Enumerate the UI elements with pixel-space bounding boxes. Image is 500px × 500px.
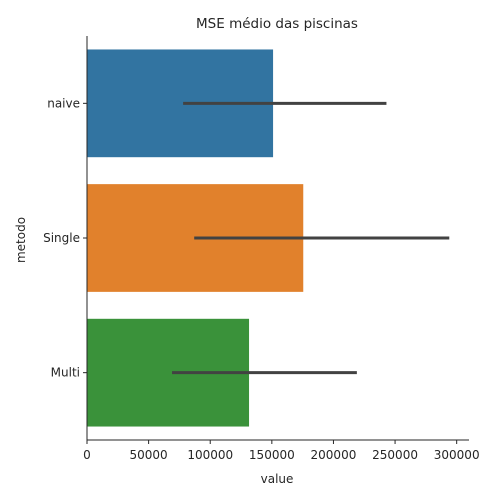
x-tick-label: 150000 (249, 448, 295, 462)
x-ticks-group: 0 50000 100000 150000 200000 250000 300000 (83, 440, 480, 462)
y-tick-label: Single (43, 231, 80, 245)
y-ticks-group: naive Single Multi (43, 96, 87, 380)
x-tick-label: 200000 (311, 448, 357, 462)
x-tick-label: 50000 (130, 448, 168, 462)
x-axis-label: value (261, 472, 294, 486)
chart-title: MSE médio das piscinas (196, 16, 358, 32)
x-tick-label: 0 (83, 448, 91, 462)
x-tick-label: 300000 (434, 448, 480, 462)
y-tick-label: Multi (51, 366, 80, 380)
y-axis-label: metodo (14, 217, 28, 263)
x-tick-label: 250000 (372, 448, 418, 462)
y-tick-label: naive (47, 96, 80, 110)
error-bars-group (172, 101, 450, 375)
x-tick-label: 100000 (187, 448, 233, 462)
